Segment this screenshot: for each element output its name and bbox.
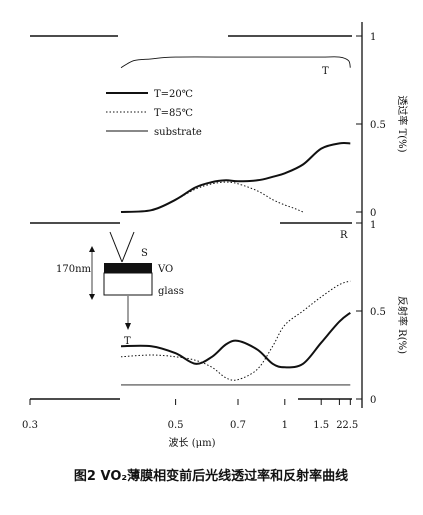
thickness-arrow-up [89, 246, 95, 252]
transmitted-arrow-head [125, 323, 131, 330]
x-axis-label: 波长 (μm) [169, 436, 216, 449]
reflectance-series-1 [120, 280, 351, 381]
r-curve-label: R [340, 230, 348, 241]
thickness-arrow-down [89, 294, 95, 300]
figure-caption: 图2 VO₂薄膜相变前后光线透过率和反射率曲线 [74, 468, 348, 484]
film-label: VO [157, 264, 173, 275]
x-tick-label-6: 2.5 [342, 420, 358, 431]
legend-label-substrate: substrate [154, 127, 202, 138]
substrate-label: glass [158, 286, 184, 297]
reflectance-series-0 [120, 311, 351, 369]
t-curve-label: T [322, 66, 329, 77]
vo2-film [104, 263, 152, 273]
inset-diagram: S 170nm VO glass T [56, 231, 184, 347]
transmittance-series-0 [120, 142, 351, 213]
x-tick-label-0: 0.3 [22, 420, 38, 431]
x-ticks: 0.3 0.5 0.7 1 1.5 2 2.5 [22, 399, 358, 431]
t-ytick-05: 0.5 [370, 120, 386, 131]
x-tick-label-1: 0.5 [168, 420, 184, 431]
legend-label-85: T=85℃ [154, 108, 193, 119]
glass-substrate [103, 272, 153, 296]
t-ytick-1: 1 [370, 32, 376, 43]
r-ylabel: 反射率 R(%) [396, 296, 409, 354]
t-ytick-0: 0 [370, 208, 376, 219]
t-ylabel: 透过率 T(%) [396, 95, 409, 152]
x-tick-label-2: 0.7 [230, 420, 246, 431]
legend-label-20: T=20℃ [154, 89, 193, 100]
frame [30, 22, 363, 408]
transmittance-series-2 [120, 56, 351, 69]
curves [120, 56, 351, 386]
right-ticks [356, 35, 362, 400]
r-ytick-05: 0.5 [370, 307, 386, 318]
thickness-label: 170nm [56, 264, 92, 275]
source-label: S [141, 248, 148, 259]
transmitted-label: T [124, 336, 131, 347]
transmittance-series-1 [120, 181, 304, 213]
reflected-ray [121, 231, 135, 263]
legend: T=20℃ T=85℃ substrate [106, 89, 202, 138]
incident-ray [109, 231, 123, 263]
x-tick-label-4: 1.5 [313, 420, 329, 431]
x-tick-label-3: 1 [282, 420, 288, 431]
r-ytick-1: 1 [370, 220, 376, 231]
r-ytick-0: 0 [370, 395, 376, 406]
x-tick-label-5: 2 [336, 420, 342, 431]
